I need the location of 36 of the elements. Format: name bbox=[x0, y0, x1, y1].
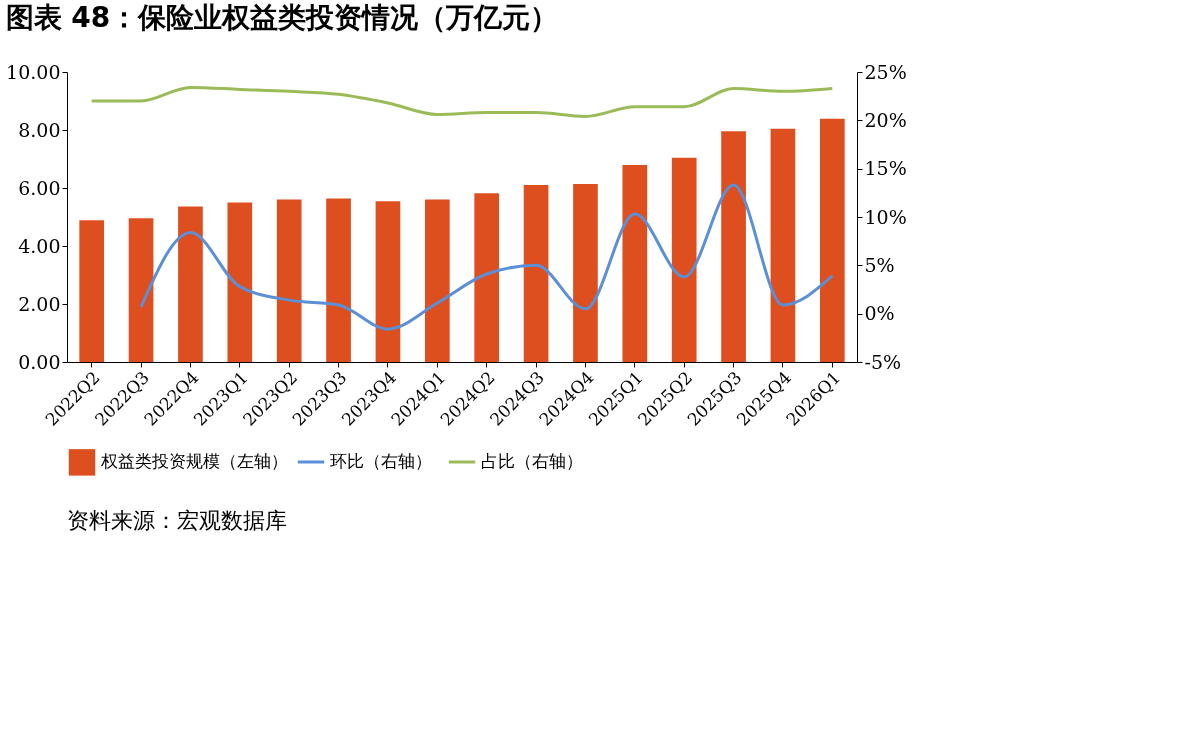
legend-label: 环比（右轴） bbox=[330, 451, 432, 471]
bar bbox=[770, 128, 796, 362]
y2-tick-label: 25% bbox=[864, 60, 907, 83]
y-tick-label: 10.00 bbox=[6, 60, 61, 83]
bar bbox=[474, 193, 500, 362]
bar bbox=[326, 198, 351, 362]
bar bbox=[227, 202, 253, 362]
bar bbox=[375, 201, 401, 362]
bar bbox=[276, 199, 302, 362]
line-series bbox=[90, 85, 834, 118]
legend-label: 占比（右轴） bbox=[481, 451, 583, 471]
bar bbox=[721, 131, 746, 362]
y-tick-label: 2.00 bbox=[18, 292, 61, 315]
y2-tick-label: 5% bbox=[864, 253, 895, 276]
y-tick-label: 0.00 bbox=[18, 350, 61, 373]
y-tick-label: 8.00 bbox=[18, 118, 61, 141]
bar bbox=[523, 185, 549, 362]
chart-title: 图表 48：保险业权益类投资情况（万亿元） bbox=[5, 1, 559, 34]
y2-tick-label: 15% bbox=[864, 157, 907, 180]
bar bbox=[671, 157, 697, 362]
legend-label: 权益类投资规模（左轴） bbox=[100, 451, 288, 472]
y2-tick-label: 10% bbox=[864, 205, 907, 228]
bar bbox=[819, 118, 845, 362]
bar bbox=[79, 220, 105, 362]
y-tick-label: 6.00 bbox=[18, 176, 61, 199]
line-series bbox=[139, 183, 834, 331]
y2-tick-label: 20% bbox=[864, 108, 907, 131]
y2-tick-label: -5% bbox=[864, 350, 902, 373]
bar bbox=[128, 218, 154, 362]
bar bbox=[622, 165, 648, 362]
text: 资料来源：宏观数据库 bbox=[67, 508, 287, 533]
bar bbox=[573, 183, 598, 362]
y2-tick-label: 0% bbox=[864, 302, 895, 325]
y-tick-label: 4.00 bbox=[18, 234, 61, 257]
bar bbox=[424, 199, 450, 362]
bar bbox=[178, 206, 203, 362]
